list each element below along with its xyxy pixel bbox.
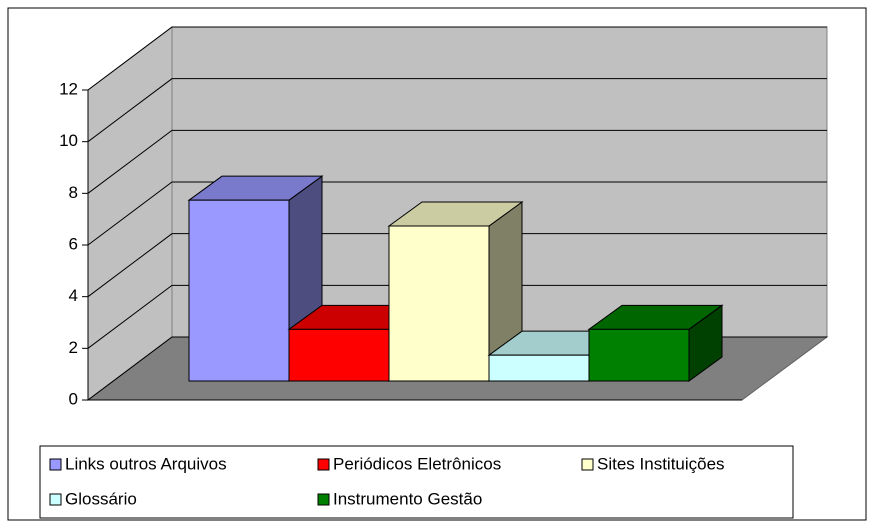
grid-line: [87, 181, 827, 246]
legend-box: [39, 445, 794, 519]
bar: [488, 354, 590, 382]
y-tick-label: 6: [69, 234, 78, 253]
legend-label: Periódicos Eletrônicos: [333, 454, 501, 473]
bar: [288, 328, 390, 382]
legend-swatch: [581, 458, 594, 471]
grid-line: [87, 78, 827, 143]
y-tick-label: 12: [59, 79, 78, 98]
legend-swatch: [49, 458, 62, 471]
bar: [588, 328, 690, 382]
grid-line: [87, 129, 827, 194]
y-tick-label: 10: [59, 131, 78, 150]
y-tick-label: 8: [69, 183, 78, 202]
grid-line: [87, 233, 827, 298]
y-tick-label: 0: [69, 389, 78, 408]
legend: Links outros Arquivos Periódicos Eletrôni…: [49, 454, 725, 508]
legend-label: Instrumento Gestão: [333, 489, 482, 508]
legend-swatch: [317, 493, 330, 506]
legend-label: Links outros Arquivos: [65, 454, 227, 473]
legend-swatch: [49, 493, 62, 506]
bars: [187, 175, 724, 382]
y-tick-label: 2: [69, 338, 78, 357]
bar: [388, 225, 490, 382]
legend-swatch: [317, 458, 330, 471]
grid-line: [87, 26, 827, 91]
legend-label: Sites Instituições: [597, 454, 725, 473]
y-tick-label: 4: [69, 286, 78, 305]
grid-line: [87, 284, 827, 349]
legend-label: Glossário: [65, 489, 137, 508]
bar: [188, 199, 290, 382]
